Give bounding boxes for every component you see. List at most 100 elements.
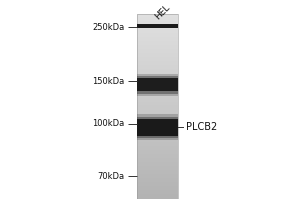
Bar bbox=[136, 45, 178, 46]
Bar bbox=[136, 153, 178, 154]
Bar bbox=[136, 22, 178, 23]
Bar bbox=[136, 52, 178, 53]
Bar bbox=[136, 69, 178, 70]
Bar bbox=[136, 175, 178, 176]
Bar bbox=[136, 40, 178, 41]
Text: 70kDa: 70kDa bbox=[98, 172, 125, 181]
Bar bbox=[136, 101, 178, 102]
Bar bbox=[136, 65, 178, 66]
Bar bbox=[136, 110, 178, 111]
Bar bbox=[136, 47, 178, 48]
Bar bbox=[136, 44, 178, 45]
Bar bbox=[136, 181, 178, 182]
Bar bbox=[136, 59, 178, 60]
Bar bbox=[136, 119, 178, 120]
Bar bbox=[136, 48, 178, 49]
Bar bbox=[136, 34, 178, 35]
Bar bbox=[136, 95, 178, 96]
Bar bbox=[136, 61, 178, 62]
Bar bbox=[136, 34, 178, 35]
Bar bbox=[136, 58, 178, 59]
Bar bbox=[136, 80, 178, 81]
Bar bbox=[136, 103, 178, 104]
Bar bbox=[136, 18, 178, 19]
Bar bbox=[136, 49, 178, 50]
Bar bbox=[136, 148, 178, 149]
Bar bbox=[136, 78, 178, 91]
Bar bbox=[136, 106, 178, 107]
Bar bbox=[136, 25, 178, 26]
Bar bbox=[136, 165, 178, 166]
Bar bbox=[136, 67, 178, 68]
Bar bbox=[136, 192, 178, 193]
Bar bbox=[136, 189, 178, 190]
Bar bbox=[136, 35, 178, 36]
Bar bbox=[136, 15, 178, 16]
Bar bbox=[136, 194, 178, 195]
Bar bbox=[136, 132, 178, 133]
Bar bbox=[136, 119, 178, 120]
Bar bbox=[136, 68, 178, 69]
Bar bbox=[136, 112, 178, 113]
Bar bbox=[136, 170, 178, 171]
Bar bbox=[136, 177, 178, 178]
Bar bbox=[136, 118, 178, 119]
Bar bbox=[136, 148, 178, 149]
Bar bbox=[136, 93, 178, 94]
Bar bbox=[136, 61, 178, 62]
Bar bbox=[136, 19, 178, 20]
Bar bbox=[136, 124, 178, 125]
Bar bbox=[136, 41, 178, 42]
Bar bbox=[136, 108, 178, 109]
Text: 100kDa: 100kDa bbox=[92, 119, 125, 128]
Bar bbox=[136, 182, 178, 183]
Bar bbox=[136, 21, 178, 22]
Bar bbox=[136, 94, 178, 95]
Bar bbox=[136, 167, 178, 168]
Bar bbox=[136, 166, 178, 167]
Bar bbox=[136, 71, 178, 72]
Bar bbox=[136, 76, 178, 77]
Bar bbox=[136, 91, 178, 92]
Bar bbox=[136, 13, 178, 14]
Bar bbox=[136, 137, 178, 138]
Bar bbox=[136, 134, 178, 135]
Bar bbox=[136, 177, 178, 178]
Bar bbox=[136, 39, 178, 40]
Bar bbox=[136, 42, 178, 43]
Bar bbox=[136, 185, 178, 186]
Bar bbox=[136, 146, 178, 147]
Bar bbox=[136, 123, 178, 124]
Bar bbox=[136, 122, 178, 123]
Bar bbox=[136, 82, 178, 83]
Bar bbox=[136, 55, 178, 56]
Bar bbox=[136, 141, 178, 142]
Bar bbox=[136, 183, 178, 184]
Bar bbox=[136, 131, 178, 132]
Bar bbox=[136, 53, 178, 54]
Bar bbox=[136, 14, 178, 15]
Bar bbox=[136, 87, 178, 88]
Bar bbox=[136, 154, 178, 155]
Bar bbox=[136, 143, 178, 144]
Bar bbox=[136, 178, 178, 179]
Bar bbox=[136, 45, 178, 46]
Bar bbox=[136, 73, 178, 74]
Bar bbox=[136, 138, 178, 139]
Bar bbox=[136, 72, 178, 73]
Bar bbox=[136, 17, 178, 18]
Bar bbox=[136, 120, 178, 121]
Bar bbox=[136, 158, 178, 159]
Bar bbox=[136, 188, 178, 189]
Bar bbox=[136, 51, 178, 52]
Bar bbox=[136, 193, 178, 194]
Bar bbox=[136, 140, 178, 141]
Bar bbox=[136, 180, 178, 181]
Bar bbox=[136, 111, 178, 112]
Bar bbox=[136, 38, 178, 39]
Bar bbox=[136, 78, 178, 79]
Bar bbox=[136, 190, 178, 191]
Bar bbox=[136, 109, 178, 110]
Bar bbox=[136, 95, 178, 96]
Bar bbox=[136, 87, 178, 88]
